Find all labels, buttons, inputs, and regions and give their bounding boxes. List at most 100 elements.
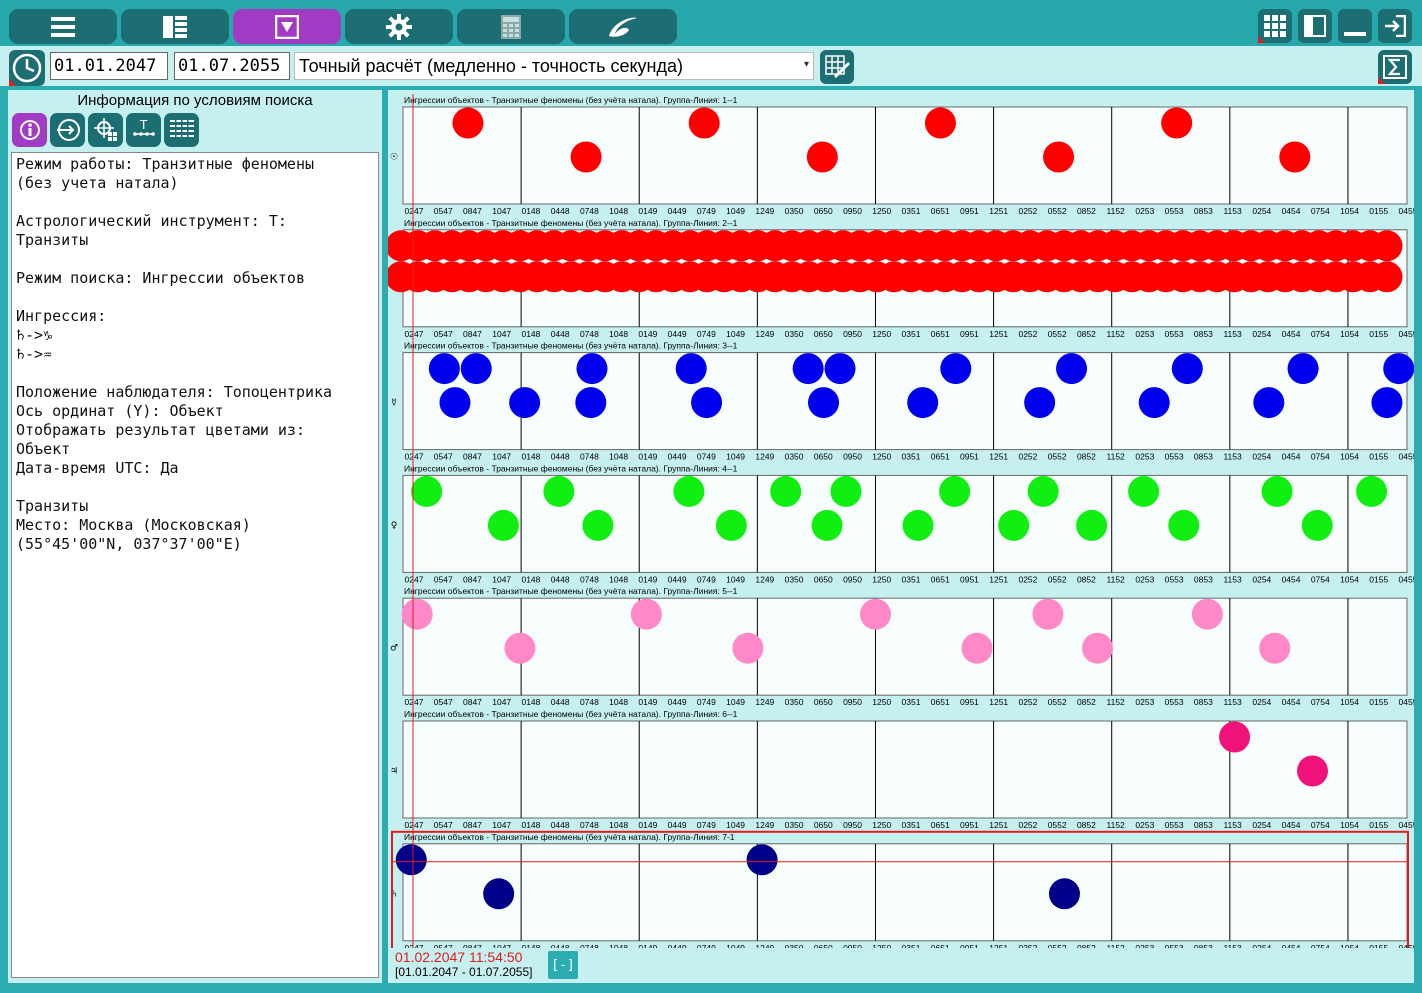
ingress-point[interactable] <box>770 475 802 507</box>
ingress-chart[interactable]: Ингрессии объектов - Транзитные феномены… <box>388 90 1414 948</box>
ingress-point[interactable] <box>582 509 614 541</box>
exit-button[interactable] <box>1378 9 1412 43</box>
clock-button[interactable] <box>9 50 45 86</box>
tab-list[interactable] <box>9 9 117 44</box>
ingress-point[interactable] <box>575 387 607 419</box>
x-tick-label: 0847 <box>463 820 482 830</box>
x-tick-label: 0748 <box>580 329 599 339</box>
splitter-handle[interactable] <box>382 90 388 983</box>
panel-toggle-button[interactable] <box>1298 9 1332 43</box>
x-tick-label: 0650 <box>814 820 833 830</box>
sum-button[interactable] <box>1378 50 1412 84</box>
ingress-point[interactable] <box>998 509 1030 541</box>
ingress-point[interactable] <box>1371 261 1403 293</box>
x-tick-label: 1152 <box>1107 452 1126 462</box>
ingress-point[interactable] <box>1287 353 1319 385</box>
ingress-point[interactable] <box>1383 353 1414 385</box>
info-button[interactable] <box>12 113 47 147</box>
ingress-point[interactable] <box>570 141 602 173</box>
ingress-point[interactable] <box>411 475 443 507</box>
tab-logo[interactable] <box>569 9 677 44</box>
ingress-point[interactable] <box>940 353 972 385</box>
ingress-point[interactable] <box>1356 475 1388 507</box>
ingress-point[interactable] <box>1138 387 1170 419</box>
ingress-point[interactable] <box>543 475 575 507</box>
tab-dashboard[interactable] <box>121 9 229 44</box>
ingress-point[interactable] <box>1371 230 1403 262</box>
calc-mode-select[interactable]: Точный расчёт (медленно - точность секун… <box>294 52 814 80</box>
collapse-button[interactable]: [-] <box>548 951 578 979</box>
grid-button[interactable] <box>1258 9 1292 43</box>
navigate-button[interactable] <box>50 113 85 147</box>
ingress-point[interactable] <box>824 353 856 385</box>
ingress-point[interactable] <box>792 353 824 385</box>
ingress-point[interactable] <box>1043 141 1075 173</box>
ingress-point[interactable] <box>902 509 934 541</box>
ingress-point[interactable] <box>1168 509 1200 541</box>
ingress-point[interactable] <box>924 107 956 139</box>
ingress-point[interactable] <box>452 107 484 139</box>
ingress-point[interactable] <box>1128 475 1160 507</box>
ingress-point[interactable] <box>691 387 723 419</box>
ingress-point[interactable] <box>859 598 891 630</box>
x-tick-label: 0853 <box>1194 820 1213 830</box>
ingress-point[interactable] <box>1219 721 1251 753</box>
ingress-point[interactable] <box>504 632 536 664</box>
date-to-input[interactable]: 01.07.2055 <box>174 52 290 80</box>
ingress-point[interactable] <box>688 107 720 139</box>
ingress-point[interactable] <box>1261 475 1293 507</box>
ingress-point[interactable] <box>395 844 427 876</box>
ingress-point[interactable] <box>483 878 515 910</box>
ingress-point[interactable] <box>1032 598 1064 630</box>
target-grid-button[interactable] <box>88 113 123 147</box>
ingress-point[interactable] <box>806 141 838 173</box>
ingress-point[interactable] <box>907 387 939 419</box>
ingress-point[interactable] <box>830 475 862 507</box>
ingress-point[interactable] <box>746 844 778 876</box>
ingress-point[interactable] <box>1076 509 1108 541</box>
x-tick-label: 0553 <box>1165 329 1184 339</box>
ingress-point[interactable] <box>961 632 993 664</box>
ingress-point[interactable] <box>1171 353 1203 385</box>
ingress-point[interactable] <box>939 475 971 507</box>
ingress-point[interactable] <box>460 353 492 385</box>
tab-settings[interactable] <box>345 9 453 44</box>
date-from-input[interactable]: 01.01.2047 <box>50 52 168 80</box>
x-tick-label: 0350 <box>785 206 804 216</box>
ingress-point[interactable] <box>487 509 519 541</box>
chart-edit-button[interactable] <box>820 50 854 84</box>
ingress-point[interactable] <box>401 598 433 630</box>
ingress-point[interactable] <box>1301 509 1333 541</box>
ingress-point[interactable] <box>509 387 541 419</box>
ingress-point[interactable] <box>807 387 839 419</box>
ingress-point[interactable] <box>1297 755 1329 787</box>
x-tick-label: 1047 <box>492 820 511 830</box>
text-tool-button[interactable]: T <box>126 113 161 147</box>
ingress-point[interactable] <box>1191 598 1223 630</box>
ingress-point[interactable] <box>1259 632 1291 664</box>
ingress-point[interactable] <box>630 598 662 630</box>
tab-filter[interactable] <box>233 9 341 44</box>
ingress-point[interactable] <box>715 509 747 541</box>
ingress-point[interactable] <box>1279 141 1311 173</box>
ingress-point[interactable] <box>675 353 707 385</box>
ingress-point[interactable] <box>1161 107 1193 139</box>
ingress-point[interactable] <box>576 353 608 385</box>
ingress-point[interactable] <box>1027 475 1059 507</box>
table-button[interactable] <box>164 113 199 147</box>
x-tick-label: 1153 <box>1223 943 1242 948</box>
ingress-point[interactable] <box>811 509 843 541</box>
ingress-point[interactable] <box>1253 387 1285 419</box>
ingress-point[interactable] <box>428 353 460 385</box>
ingress-point[interactable] <box>1048 878 1080 910</box>
ingress-point[interactable] <box>1082 632 1114 664</box>
ingress-point[interactable] <box>439 387 471 419</box>
ingress-point[interactable] <box>1056 353 1088 385</box>
minimize-button[interactable] <box>1338 9 1372 43</box>
ingress-point[interactable] <box>1024 387 1056 419</box>
ingress-point[interactable] <box>1371 387 1403 419</box>
ingress-point[interactable] <box>732 632 764 664</box>
tab-calculator[interactable] <box>457 9 565 44</box>
x-tick-label: 0350 <box>785 329 804 339</box>
ingress-point[interactable] <box>673 475 705 507</box>
